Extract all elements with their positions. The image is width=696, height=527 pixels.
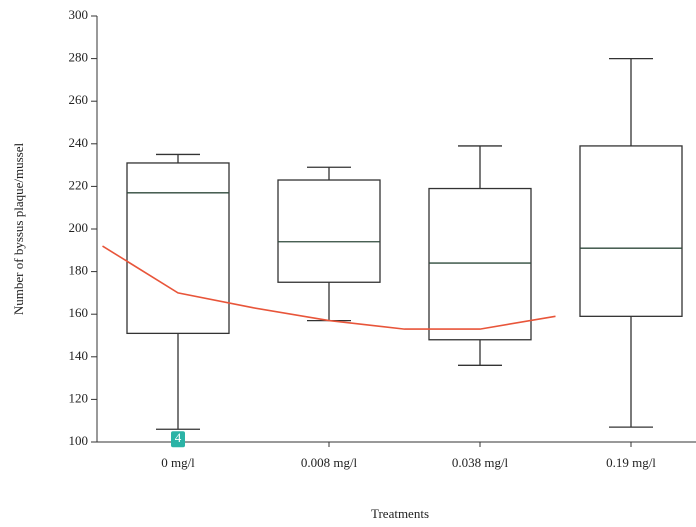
- y-tick-label: 260: [69, 92, 89, 107]
- x-tick-label: 0.008 mg/l: [301, 455, 358, 470]
- y-tick-label: 120: [69, 390, 89, 405]
- y-tick-label: 160: [69, 305, 89, 320]
- x-axis-label: Treatments: [371, 506, 429, 521]
- y-tick-label: 100: [69, 433, 89, 448]
- y-tick-label: 280: [69, 50, 89, 65]
- box: [126, 162, 230, 335]
- annotation: 4: [175, 430, 182, 445]
- box: [277, 179, 381, 283]
- y-tick-label: 140: [69, 348, 89, 363]
- x-tick-label: 0 mg/l: [161, 455, 195, 470]
- y-tick-label: 200: [69, 220, 89, 235]
- y-axis-label: Number of byssus plaque/mussel: [11, 142, 26, 315]
- annotation-badge: [171, 431, 185, 448]
- box: [428, 187, 532, 341]
- box: [579, 145, 683, 317]
- x-tick-label: 0.19 mg/l: [606, 455, 656, 470]
- y-tick-label: 240: [69, 135, 89, 150]
- x-tick-label: 0.038 mg/l: [452, 455, 509, 470]
- y-tick-label: 220: [69, 177, 89, 192]
- trend-line: [102, 245, 556, 330]
- y-tick-label: 180: [69, 263, 89, 278]
- y-tick-label: 300: [69, 7, 89, 22]
